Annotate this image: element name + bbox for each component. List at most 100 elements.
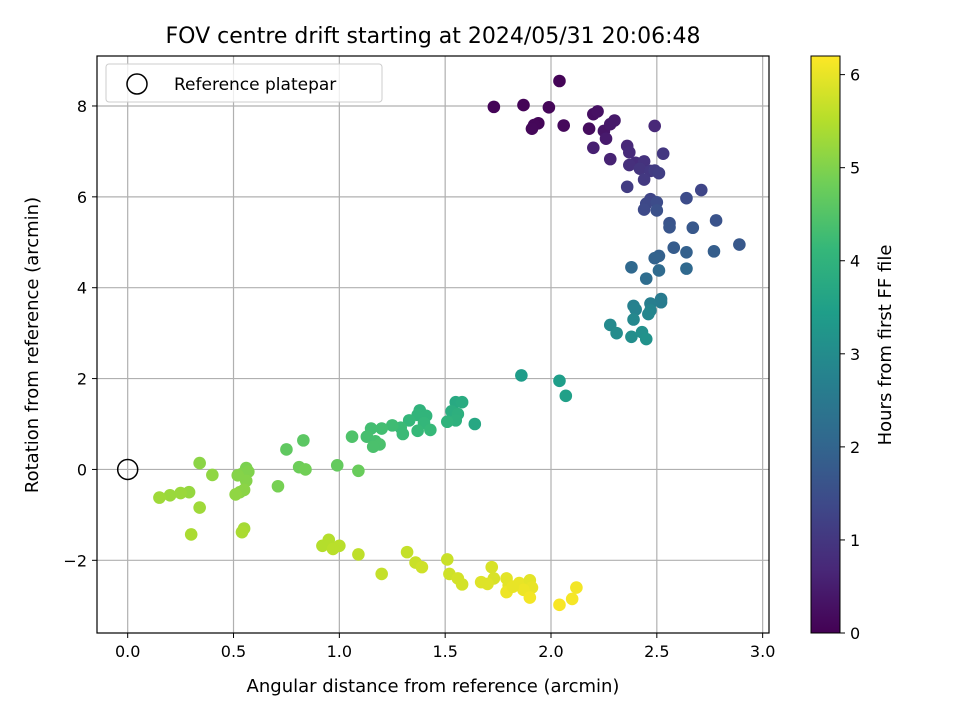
data-point bbox=[366, 440, 380, 454]
data-point bbox=[517, 98, 530, 112]
data-point bbox=[639, 332, 653, 346]
data-point bbox=[599, 132, 613, 145]
colorbar-gradient bbox=[810, 55, 841, 634]
x-tick-label: 0.0 bbox=[115, 642, 140, 661]
data-point bbox=[608, 114, 621, 127]
axes-frame bbox=[96, 55, 770, 634]
chart-title: FOV centre drift starting at 2024/05/31 … bbox=[166, 24, 701, 49]
data-point bbox=[733, 238, 746, 251]
data-point bbox=[174, 486, 187, 500]
data-point bbox=[709, 214, 723, 227]
data-point bbox=[667, 241, 681, 255]
legend-marker bbox=[126, 73, 148, 95]
colorbar-tick-label: 5 bbox=[850, 159, 860, 178]
legend: Reference platepar bbox=[105, 63, 383, 103]
data-point bbox=[352, 548, 365, 561]
data-point bbox=[415, 560, 429, 574]
data-point bbox=[345, 430, 359, 444]
data-point bbox=[299, 463, 312, 476]
data-point bbox=[559, 389, 573, 403]
data-point bbox=[468, 417, 482, 431]
data-point bbox=[557, 119, 570, 132]
y-tick-label: 8 bbox=[77, 97, 87, 116]
data-point bbox=[523, 591, 537, 604]
data-point bbox=[603, 152, 617, 166]
data-point bbox=[610, 326, 623, 340]
data-point bbox=[385, 419, 399, 432]
data-point bbox=[553, 374, 566, 388]
y-tick-label: 6 bbox=[77, 188, 87, 207]
y-tick-label: 0 bbox=[77, 460, 87, 479]
data-point bbox=[525, 122, 539, 135]
y-tick-label: 4 bbox=[77, 279, 87, 298]
data-point bbox=[193, 501, 206, 514]
y-tick-label: −2 bbox=[63, 551, 87, 570]
x-tick-label: 1.5 bbox=[432, 642, 457, 661]
data-point bbox=[375, 422, 388, 435]
y-tick-label: 2 bbox=[77, 370, 87, 389]
data-point bbox=[375, 567, 388, 581]
data-point bbox=[440, 415, 454, 429]
x-tick-label: 2.5 bbox=[644, 642, 669, 661]
data-point bbox=[396, 427, 410, 441]
colorbar-tick-label: 0 bbox=[850, 624, 860, 643]
colorbar-tick-label: 3 bbox=[850, 345, 860, 364]
colorbar-label: Hours from first FF file bbox=[875, 245, 896, 446]
data-point bbox=[184, 528, 198, 541]
data-point bbox=[485, 560, 499, 574]
x-tick-label: 1.0 bbox=[327, 642, 352, 661]
data-point bbox=[637, 203, 651, 216]
data-point bbox=[694, 183, 708, 197]
data-point bbox=[648, 119, 662, 133]
data-point bbox=[440, 553, 454, 566]
data-point bbox=[481, 577, 494, 591]
data-point bbox=[163, 489, 177, 502]
data-point bbox=[707, 245, 721, 258]
data-point bbox=[193, 456, 206, 470]
data-point bbox=[542, 101, 556, 114]
data-point bbox=[330, 459, 344, 472]
data-point bbox=[591, 105, 604, 118]
data-point bbox=[280, 443, 293, 456]
data-point bbox=[623, 146, 636, 159]
x-tick-label: 0.5 bbox=[221, 642, 246, 661]
data-point bbox=[629, 303, 642, 316]
data-point bbox=[648, 251, 662, 265]
data-point bbox=[271, 479, 285, 493]
data-point bbox=[235, 525, 249, 539]
data-point bbox=[570, 581, 583, 594]
data-point bbox=[639, 272, 653, 285]
data-point bbox=[652, 166, 666, 180]
data-point bbox=[637, 173, 651, 186]
data-point bbox=[400, 545, 414, 559]
data-point bbox=[229, 488, 242, 501]
data-point bbox=[587, 141, 600, 155]
data-point bbox=[515, 369, 528, 382]
y-axis-label: Rotation from reference (arcmin) bbox=[22, 197, 43, 493]
data-point bbox=[487, 100, 501, 114]
data-point bbox=[627, 313, 640, 326]
data-point bbox=[633, 162, 647, 175]
data-point bbox=[206, 468, 219, 482]
data-point bbox=[654, 295, 668, 309]
colorbar-tick-label: 2 bbox=[850, 438, 860, 457]
data-point bbox=[326, 542, 340, 556]
x-tick-label: 3.0 bbox=[750, 642, 775, 661]
data-point bbox=[623, 158, 636, 172]
data-point bbox=[582, 122, 596, 135]
data-point bbox=[553, 598, 566, 612]
colorbar-tick-label: 4 bbox=[850, 252, 860, 271]
data-point bbox=[652, 264, 666, 277]
data-points bbox=[116, 74, 746, 612]
legend-label: Reference platepar bbox=[174, 75, 336, 95]
data-point bbox=[680, 262, 693, 275]
grid bbox=[97, 56, 769, 633]
data-point bbox=[297, 434, 310, 447]
data-point bbox=[686, 221, 700, 235]
data-point bbox=[656, 147, 670, 160]
data-point bbox=[553, 74, 566, 88]
data-point bbox=[565, 592, 579, 606]
axis-ticks: 0.0 0.5 1.0 1.5 2.0 2.5 3.0 −2 0 2 4 6 8 bbox=[63, 97, 775, 661]
data-point bbox=[153, 491, 166, 504]
